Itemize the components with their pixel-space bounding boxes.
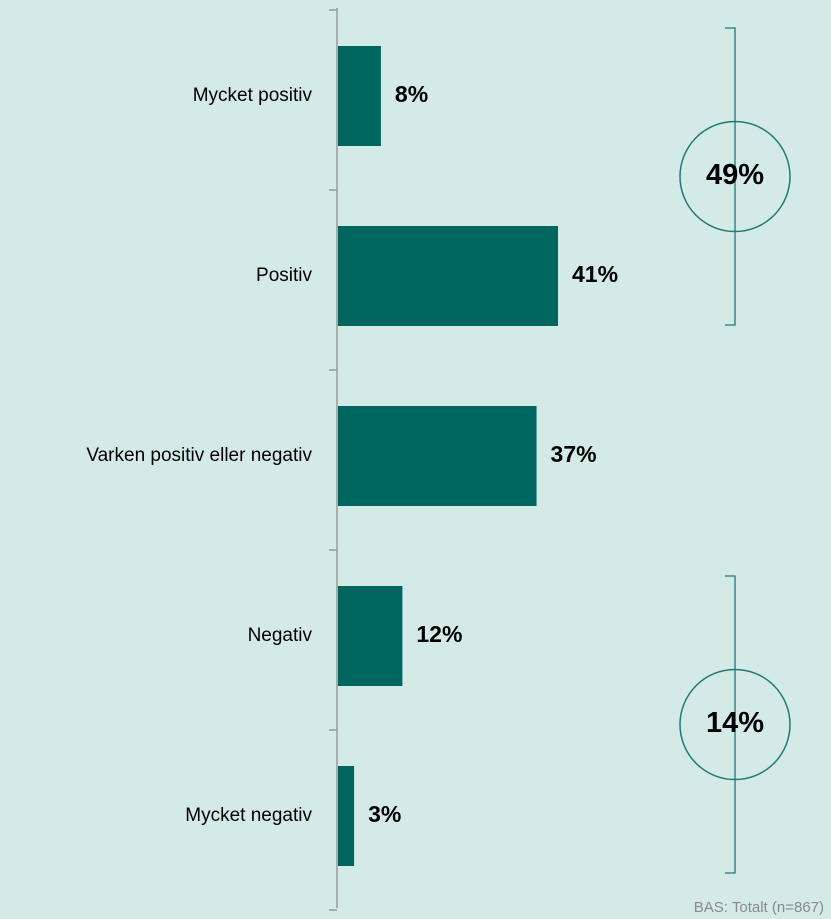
annotation-circle — [679, 120, 791, 233]
value-label: 12% — [416, 621, 462, 647]
annotation: 49% — [706, 159, 764, 191]
value-label: 8% — [395, 81, 428, 107]
bracket — [725, 575, 736, 874]
bar — [338, 46, 381, 146]
category-label: Positiv — [256, 265, 312, 286]
bar — [338, 406, 537, 506]
value-label: 3% — [368, 801, 401, 827]
footnote: BAS: Totalt (n=867) — [694, 899, 824, 916]
bar — [338, 766, 355, 866]
value-label: 37% — [551, 441, 597, 467]
value-label: 41% — [572, 261, 618, 287]
category-label: Negativ — [248, 625, 313, 646]
annotation-circle — [679, 668, 791, 781]
bar — [338, 586, 403, 686]
category-label: Mycket positiv — [193, 85, 313, 106]
category-label: Varken positiv eller negativ — [86, 445, 312, 466]
bracket — [725, 27, 736, 326]
bar — [338, 226, 558, 326]
category-label: Mycket negativ — [185, 805, 312, 826]
annotation: 14% — [706, 707, 764, 739]
